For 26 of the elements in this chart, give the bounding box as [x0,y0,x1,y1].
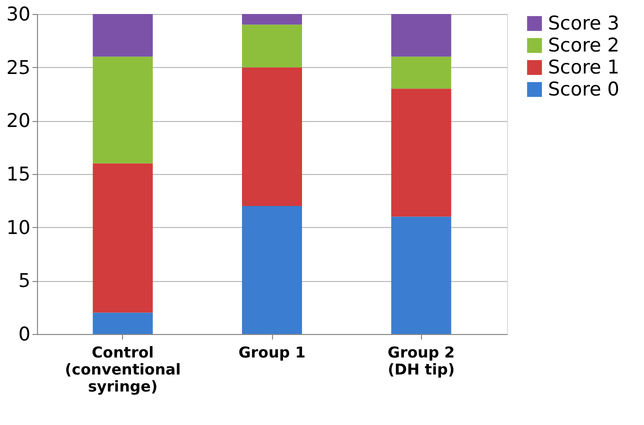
y-tick-label: 25 [6,56,30,79]
legend-label: Score 0 [548,78,620,100]
x-tick-label: Group 2 (DH tip) [388,344,455,378]
bar [242,14,302,25]
bar [242,206,302,334]
y-tick-label: 0 [18,324,30,346]
legend-label: Score 2 [548,34,620,56]
bar [242,24,302,68]
x-tick-label: Group 1 [238,344,306,362]
bar [92,312,153,334]
bar [92,56,153,164]
y-tick-label: 30 [6,4,30,26]
bar [391,56,452,89]
y-tick-label: 5 [18,270,30,292]
y-tick-label: 10 [6,216,30,239]
bar [92,163,153,313]
y-tick-label: 20 [6,110,30,132]
bar [391,14,452,57]
bar [391,88,452,217]
bar [92,14,153,57]
x-tick-label: Control (conventional syringe) [64,344,181,396]
y-tick-label: 15 [6,164,30,186]
bar [242,67,302,206]
legend-label: Score 1 [548,56,620,78]
legend-label: Score 3 [548,12,620,34]
bar [391,216,452,334]
